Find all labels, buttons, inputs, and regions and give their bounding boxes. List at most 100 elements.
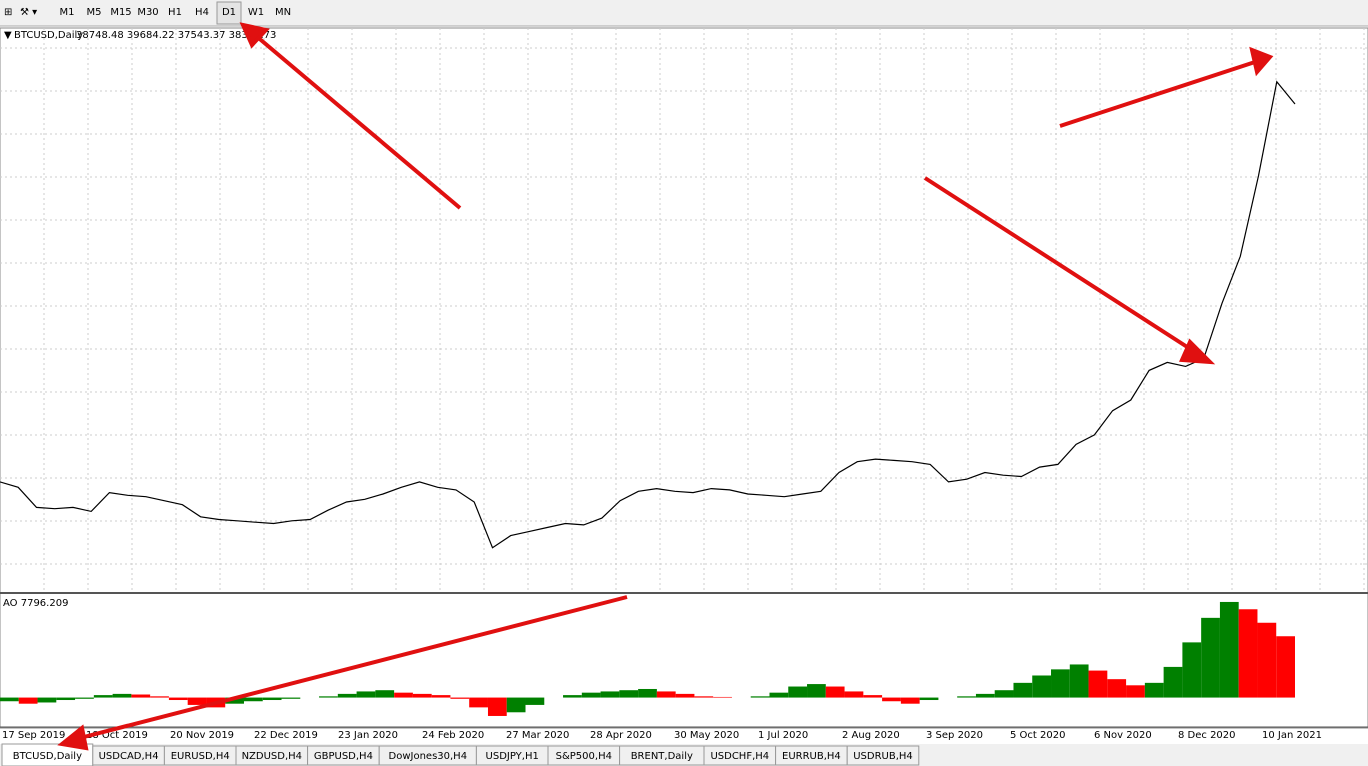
x-tick-label: 3 Sep 2020	[926, 730, 983, 741]
tab-label[interactable]: BRENT,Daily	[631, 751, 693, 762]
ao-bar	[243, 697, 263, 702]
ao-bar	[1238, 609, 1258, 698]
timeframe-button[interactable]: M15	[110, 7, 131, 18]
ao-bar	[694, 696, 714, 698]
ao-bar	[1182, 642, 1202, 698]
timeframe-button[interactable]: D1	[222, 7, 236, 18]
ao-bar	[487, 697, 507, 716]
ao-bar	[187, 697, 207, 705]
ao-bar	[807, 684, 826, 698]
ao-bar	[1069, 664, 1089, 698]
price-line	[0, 80, 1296, 549]
ao-bar	[1257, 622, 1277, 698]
ao-bar	[412, 693, 432, 698]
ao-bar	[656, 691, 676, 698]
x-tick-label: 17 Sep 2019	[2, 730, 65, 741]
ao-bar	[37, 697, 57, 703]
ao-bar	[525, 697, 545, 705]
ao-bar	[168, 697, 188, 701]
tool-icon: ⊞	[4, 7, 12, 18]
ao-bar	[281, 697, 301, 699]
annotation-arrows	[57, 22, 1274, 751]
x-tick-label: 30 May 2020	[674, 730, 739, 741]
ao-bar	[600, 691, 620, 698]
ao-bar	[1163, 666, 1183, 698]
tab-label[interactable]: NZDUSD,H4	[242, 751, 302, 762]
x-tick-label: 20 Nov 2019	[170, 730, 234, 741]
tab-label[interactable]: USDJPY,H1	[486, 751, 539, 762]
tab-label[interactable]: USDCHF,H4	[710, 751, 769, 762]
ao-bar	[994, 690, 1014, 698]
x-tick-label: 10 Jan 2021	[1262, 730, 1322, 741]
chart-title: BTCUSD,Daily	[14, 30, 83, 41]
ao-bar	[112, 693, 132, 698]
timeframe-button[interactable]: H1	[168, 7, 182, 18]
ao-bar	[319, 696, 338, 698]
tab-label[interactable]: BTCUSD,Daily	[13, 751, 82, 762]
tab-label[interactable]: USDRUB,H4	[853, 751, 913, 762]
indicator-title: AO 7796.209	[3, 598, 68, 609]
x-tick-label: 2 Aug 2020	[842, 730, 900, 741]
x-tick-label: 24 Feb 2020	[422, 730, 484, 741]
ao-bar	[356, 691, 376, 698]
ohlc-label: 38748.48 39684.22 37543.37 38343.73	[76, 30, 276, 41]
ao-bar	[0, 697, 19, 702]
ao-bar	[769, 692, 789, 698]
ao-bar	[563, 695, 582, 698]
tab-label[interactable]: EURRUB,H4	[782, 751, 841, 762]
ao-bar	[93, 695, 113, 698]
tab-label[interactable]: S&P500,H4	[556, 751, 612, 762]
ao-bar	[469, 697, 488, 708]
tool-icon: ⚒ ▾	[20, 7, 37, 18]
timeframe-button[interactable]: M5	[87, 7, 102, 18]
timeframe-button[interactable]: W1	[248, 7, 264, 18]
ao-bar	[975, 693, 995, 698]
ao-bar	[638, 688, 657, 698]
ao-bar	[1051, 669, 1070, 698]
ao-bar	[844, 691, 864, 698]
timeframe-button[interactable]: M1	[60, 7, 75, 18]
chart-area	[0, 27, 1368, 729]
tab-label[interactable]: DowJones30,H4	[389, 751, 468, 762]
collapse-icon: ▼	[4, 30, 12, 41]
ao-bar	[1219, 601, 1239, 698]
ao-bar	[150, 696, 169, 698]
x-tick-label: 27 Mar 2020	[506, 730, 569, 741]
ao-bar	[450, 697, 470, 699]
x-tick-label: 18 Oct 2019	[86, 730, 148, 741]
ao-bar	[1276, 636, 1295, 698]
tab[interactable]	[846, 745, 920, 766]
ao-bar	[131, 694, 151, 698]
ao-bar	[825, 686, 845, 698]
ao-bar	[75, 697, 94, 699]
timeframe-active	[216, 1, 242, 25]
ao-bar	[431, 695, 451, 698]
ao-bar	[750, 696, 770, 698]
timeframe-button[interactable]: H4	[195, 7, 209, 18]
tab-label[interactable]: EURUSD,H4	[171, 751, 230, 762]
ao-bar	[919, 697, 939, 701]
ao-bar	[262, 697, 282, 701]
ao-bar	[675, 693, 695, 698]
ao-bar	[619, 690, 639, 698]
x-tick-label: 1 Jul 2020	[758, 730, 808, 741]
ao-bar	[1088, 670, 1108, 698]
x-tick-label: 8 Dec 2020	[1178, 730, 1236, 741]
ao-bar	[337, 693, 357, 698]
ao-bar	[900, 697, 920, 704]
ao-bar	[1201, 617, 1220, 698]
ao-bar	[581, 692, 601, 698]
ao-bar	[957, 696, 976, 698]
timeframe-button[interactable]: M30	[137, 7, 158, 18]
ao-bar	[1032, 675, 1052, 698]
ao-bar	[56, 697, 76, 701]
tab-label[interactable]: USDCAD,H4	[99, 751, 159, 762]
ao-bar	[1126, 685, 1145, 698]
ao-bar	[394, 692, 413, 698]
x-tick-label: 28 Apr 2020	[590, 730, 652, 741]
tab-label[interactable]: GBPUSD,H4	[314, 751, 373, 762]
ao-bar	[882, 697, 901, 702]
x-tick-label: 23 Jan 2020	[338, 730, 398, 741]
timeframe-button[interactable]: MN	[275, 7, 291, 18]
